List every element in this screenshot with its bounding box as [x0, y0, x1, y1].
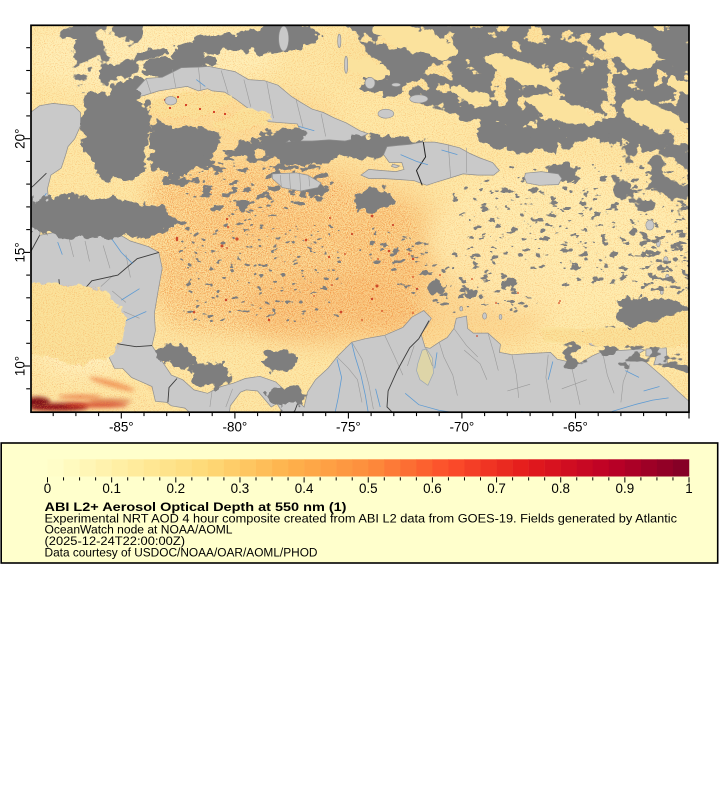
- svg-text:0.4: 0.4: [295, 481, 314, 496]
- svg-text:15°: 15°: [13, 242, 28, 262]
- svg-text:1: 1: [685, 481, 692, 496]
- svg-text:0.8: 0.8: [551, 481, 570, 496]
- svg-text:0.2: 0.2: [166, 481, 185, 496]
- svg-text:0: 0: [44, 481, 51, 496]
- svg-text:(2025-12-24T22:00:00Z): (2025-12-24T22:00:00Z): [45, 534, 186, 548]
- svg-text:20°: 20°: [13, 129, 28, 149]
- svg-text:-80°: -80°: [223, 420, 248, 435]
- svg-text:0.5: 0.5: [359, 481, 378, 496]
- svg-text:OceanWatch node at NOAA/AOML: OceanWatch node at NOAA/AOML: [45, 523, 233, 537]
- svg-text:-85°: -85°: [109, 420, 134, 435]
- svg-text:0.6: 0.6: [423, 481, 442, 496]
- svg-text:ABI L2+ Aerosol Optical Depth: ABI L2+ Aerosol Optical Depth at 550 nm …: [45, 500, 347, 514]
- svg-text:10°: 10°: [13, 356, 28, 376]
- svg-text:0.3: 0.3: [231, 481, 250, 496]
- svg-text:-75°: -75°: [336, 420, 361, 435]
- svg-text:-70°: -70°: [450, 420, 475, 435]
- svg-text:0.7: 0.7: [487, 481, 506, 496]
- svg-text:Experimental NRT AOD 4 hour co: Experimental NRT AOD 4 hour composite cr…: [45, 511, 678, 525]
- svg-text:Data courtesy of USDOC/NOAA/OA: Data courtesy of USDOC/NOAA/OAR/AOML/PHO…: [45, 546, 318, 560]
- svg-text:0.1: 0.1: [102, 481, 121, 496]
- svg-text:0.9: 0.9: [616, 481, 635, 496]
- svg-text:-65°: -65°: [563, 420, 588, 435]
